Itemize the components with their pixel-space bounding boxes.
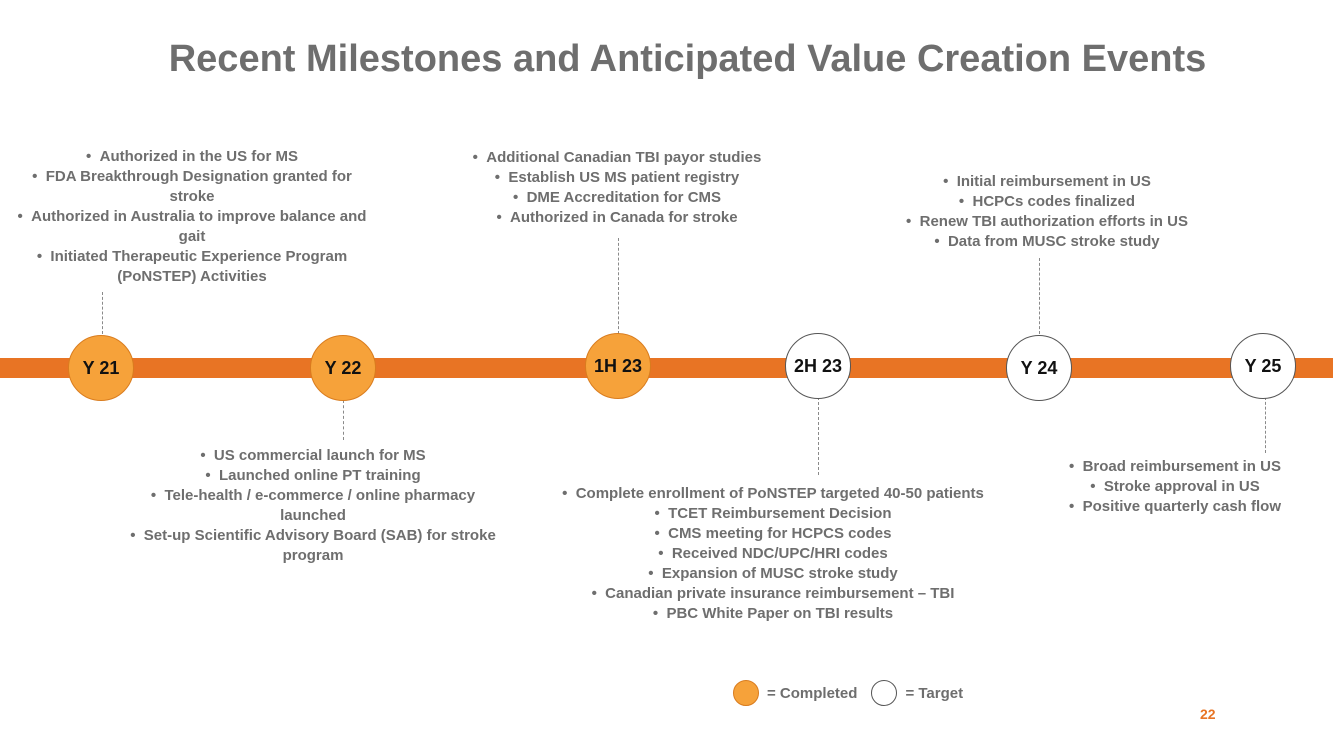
completed-circle-icon [733, 680, 759, 706]
milestone-item: PBC White Paper on TBI results [518, 604, 1028, 624]
legend-target-label: = Target [905, 685, 963, 702]
timeline-node-y21: Y 21 [68, 335, 134, 401]
milestone-item: Canadian private insurance reimbursement… [518, 584, 1028, 604]
milestone-item: HCPCs codes finalized [872, 192, 1222, 212]
milestone-item: CMS meeting for HCPCS codes [518, 524, 1028, 544]
milestone-item: Tele-health / e-commerce / online pharma… [118, 486, 508, 526]
timeline-node-y24: Y 24 [1006, 335, 1072, 401]
milestone-item: Authorized in Canada for stroke [432, 208, 802, 228]
milestone-item: Launched online PT training [118, 466, 508, 486]
milestones-y25: Broad reimbursement in US Stroke approva… [1030, 457, 1320, 517]
milestone-item: Renew TBI authorization efforts in US [872, 212, 1222, 232]
milestone-item: Stroke approval in US [1030, 477, 1320, 497]
timeline-node-2h23: 2H 23 [785, 333, 851, 399]
milestones-2h23: Complete enrollment of PoNSTEP targeted … [518, 484, 1028, 624]
target-circle-icon [871, 680, 897, 706]
legend-completed-label: = Completed [767, 685, 857, 702]
milestone-item: Initial reimbursement in US [872, 172, 1222, 192]
milestone-item: Data from MUSC stroke study [872, 232, 1222, 252]
milestone-item: Positive quarterly cash flow [1030, 497, 1320, 517]
milestone-item: DME Accreditation for CMS [432, 188, 802, 208]
milestone-item: FDA Breakthrough Designation granted for… [12, 167, 372, 207]
connector-y22 [343, 400, 344, 440]
timeline-bar [0, 358, 1333, 378]
milestone-item: Initiated Therapeutic Experience Program… [12, 247, 372, 287]
milestone-item: TCET Reimbursement Decision [518, 504, 1028, 524]
page-title: Recent Milestones and Anticipated Value … [0, 38, 1333, 81]
milestones-y24: Initial reimbursement in US HCPCs codes … [872, 172, 1222, 252]
milestone-item: Received NDC/UPC/HRI codes [518, 544, 1028, 564]
milestone-item: Additional Canadian TBI payor studies [432, 148, 802, 168]
milestone-item: Complete enrollment of PoNSTEP targeted … [518, 484, 1028, 504]
milestones-y21: Authorized in the US for MS FDA Breakthr… [12, 147, 372, 287]
milestone-item: Set-up Scientific Advisory Board (SAB) f… [118, 526, 508, 566]
legend: = Completed = Target [733, 680, 963, 706]
connector-y25 [1265, 397, 1266, 453]
milestone-item: Authorized in the US for MS [12, 147, 372, 167]
timeline-node-y22: Y 22 [310, 335, 376, 401]
timeline-node-1h23: 1H 23 [585, 333, 651, 399]
page-number: 22 [1200, 706, 1216, 722]
connector-y24 [1039, 258, 1040, 334]
connector-2h23 [818, 397, 819, 475]
milestone-item: Expansion of MUSC stroke study [518, 564, 1028, 584]
milestone-item: Broad reimbursement in US [1030, 457, 1320, 477]
milestone-item: Establish US MS patient registry [432, 168, 802, 188]
timeline-node-y25: Y 25 [1230, 333, 1296, 399]
connector-1h23 [618, 238, 619, 334]
milestones-y22: US commercial launch for MS Launched onl… [118, 446, 508, 566]
milestone-item: US commercial launch for MS [118, 446, 508, 466]
milestones-1h23: Additional Canadian TBI payor studies Es… [432, 148, 802, 228]
milestone-item: Authorized in Australia to improve balan… [12, 207, 372, 247]
connector-y21 [102, 292, 103, 334]
